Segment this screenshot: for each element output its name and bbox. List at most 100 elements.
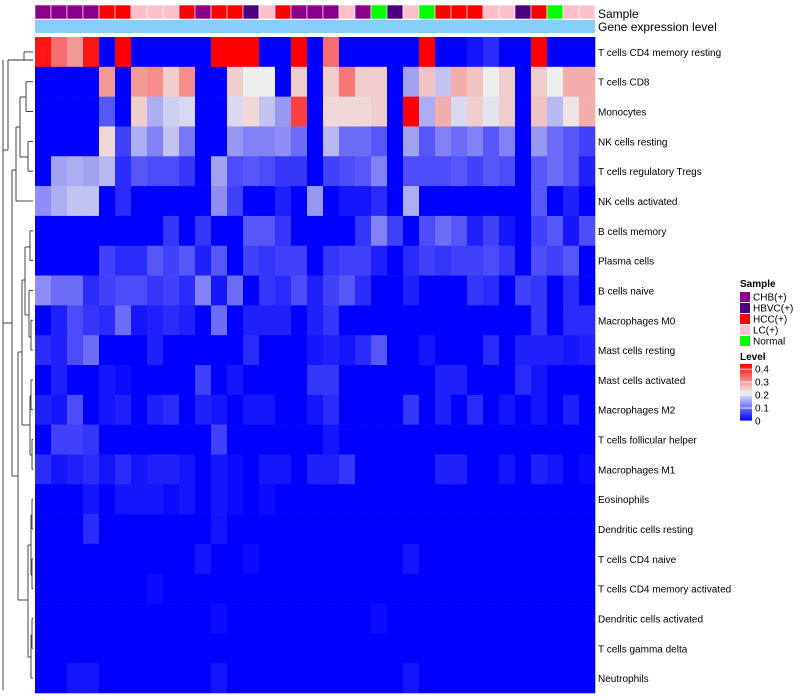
heatmap-cell	[531, 186, 548, 217]
heatmap-cell	[579, 365, 596, 396]
heatmap-cell	[131, 454, 148, 485]
heatmap-cell	[115, 633, 132, 664]
heatmap-cell	[323, 543, 340, 575]
heatmap-cell	[387, 96, 404, 127]
heatmap-cell	[419, 215, 436, 247]
heatmap-cell	[371, 96, 388, 127]
heatmap-cell	[531, 156, 548, 187]
heatmap-cell	[67, 573, 84, 604]
heatmap-cell	[115, 543, 132, 575]
heatmap-cell	[307, 514, 324, 545]
heatmap-cell	[435, 96, 452, 127]
heatmap-cell	[83, 454, 100, 485]
heatmap-cell	[515, 305, 532, 336]
heatmap-cell	[115, 186, 132, 217]
heatmap-cell	[243, 514, 260, 545]
heatmap-cell	[275, 454, 292, 485]
heatmap-cell	[195, 215, 212, 247]
heatmap-cell	[579, 394, 596, 425]
heatmap-cell	[387, 573, 404, 604]
heatmap-cell	[499, 543, 516, 575]
heatmap-cell	[467, 424, 484, 455]
heatmap-cell	[275, 275, 292, 306]
heatmap-cell	[323, 37, 340, 68]
heatmap-cell	[435, 37, 452, 68]
sample-track-cell	[114, 4, 132, 20]
heatmap-cell	[515, 245, 532, 276]
heatmap-cell	[547, 215, 564, 247]
heatmap-cell	[163, 96, 180, 127]
heatmap-cell	[83, 663, 100, 694]
heatmap-cell	[387, 365, 404, 396]
heatmap-cell	[163, 573, 180, 604]
sample-track-cell	[274, 4, 292, 20]
heatmap-cell	[563, 484, 580, 515]
heatmap-cell	[163, 394, 180, 425]
level-tick-label: 0.1	[755, 404, 769, 415]
heatmap-cell	[131, 365, 148, 396]
heatmap-cell	[211, 37, 228, 68]
heatmap-cell	[483, 543, 500, 575]
heatmap-cell	[451, 454, 468, 485]
heatmap-cell	[195, 484, 212, 515]
heatmap-cell	[67, 484, 84, 515]
heatmap-cell	[115, 96, 132, 127]
row-label: Plasma cells	[598, 257, 654, 268]
row-label: T cells CD4 naive	[598, 555, 677, 566]
heatmap-cell	[99, 305, 116, 336]
heatmap-cell	[419, 126, 436, 157]
heatmap-cell	[83, 603, 100, 634]
heatmap-cell	[179, 573, 196, 604]
heatmap-cell	[195, 663, 212, 694]
heatmap-cell	[83, 305, 100, 336]
heatmap-cell	[467, 215, 484, 247]
heatmap-cell	[499, 156, 516, 187]
sample-legend-label: Normal	[753, 337, 785, 348]
heatmap-cell	[547, 245, 564, 276]
sample-legend-swatch	[740, 314, 750, 324]
heatmap-cell	[355, 215, 372, 247]
heatmap-cell	[227, 37, 244, 68]
heatmap-cell	[275, 573, 292, 604]
sample-track-cell	[210, 4, 228, 20]
heatmap-cell	[211, 96, 228, 127]
heatmap-cell	[371, 543, 388, 575]
heatmap-cell	[403, 275, 420, 306]
heatmap-cell	[499, 365, 516, 396]
heatmap-cell	[435, 126, 452, 157]
heatmap-cell	[531, 365, 548, 396]
heatmap-cell	[419, 394, 436, 425]
heatmap-cell	[531, 335, 548, 366]
heatmap-cell	[259, 454, 276, 485]
sample-track-cell	[466, 4, 484, 20]
heatmap-cell	[547, 633, 564, 664]
heatmap-cell	[435, 156, 452, 187]
heatmap-cell	[83, 96, 100, 127]
heatmap-cell	[291, 633, 308, 664]
heatmap-cell	[35, 663, 52, 694]
heatmap-cell	[307, 66, 324, 97]
heatmap-cell	[307, 335, 324, 366]
heatmap-cell	[115, 305, 132, 336]
heatmap-cell	[355, 156, 372, 187]
heatmap-cell	[547, 394, 564, 425]
heatmap-cell	[515, 215, 532, 247]
heatmap-cell	[51, 663, 68, 694]
heatmap-cell	[99, 394, 116, 425]
heatmap-cell	[451, 126, 468, 157]
sample-track-cell	[194, 4, 212, 20]
heatmap-cell	[467, 603, 484, 634]
heatmap-cell	[483, 156, 500, 187]
heatmap-cell	[435, 66, 452, 97]
sample-legend-swatch	[740, 303, 750, 313]
heatmap-cell	[339, 573, 356, 604]
heatmap-cell	[147, 454, 164, 485]
heatmap-cell	[275, 335, 292, 366]
heatmap-cell	[195, 603, 212, 634]
heatmap-cell	[323, 305, 340, 336]
heatmap-cell	[291, 156, 308, 187]
heatmap-cell	[323, 66, 340, 97]
row-label: Macrophages M2	[598, 406, 676, 417]
heatmap-cell	[579, 514, 596, 545]
heatmap-cell	[275, 37, 292, 68]
